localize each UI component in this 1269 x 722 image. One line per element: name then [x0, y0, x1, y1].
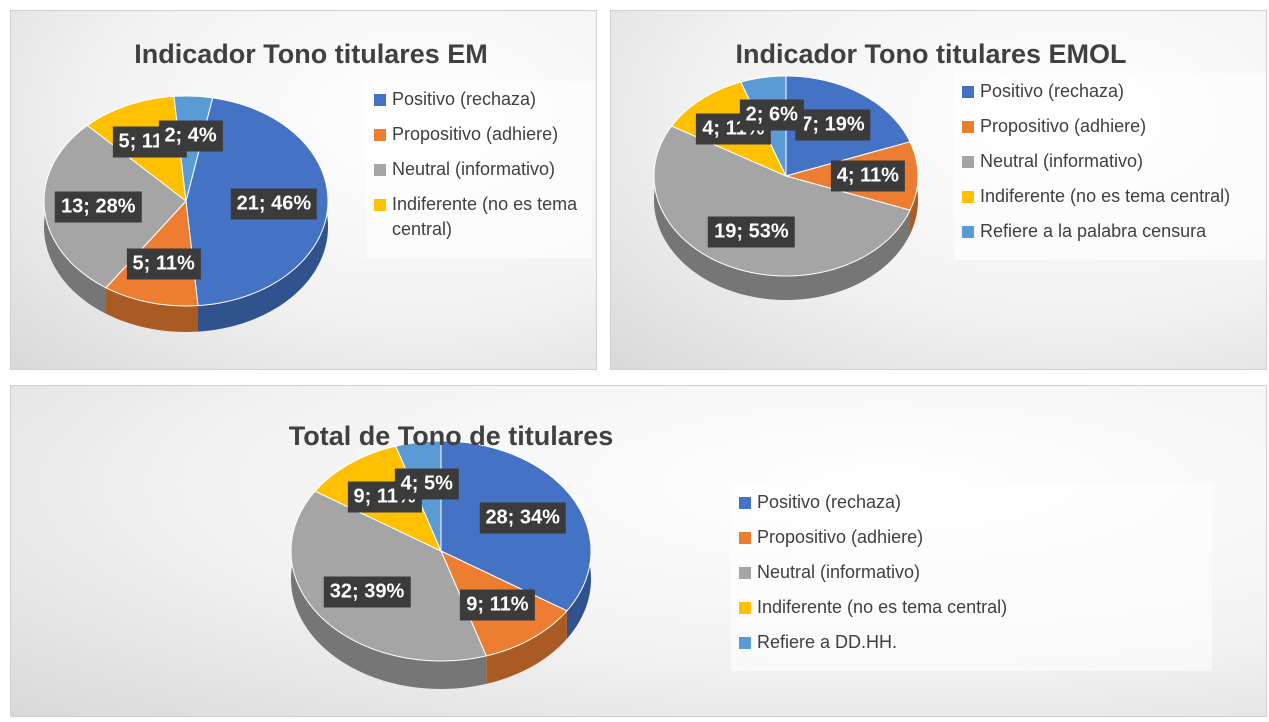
data-label: 4; 5% — [394, 468, 459, 500]
legend-item: Neutral (informativo) — [374, 157, 584, 182]
legend-swatch — [374, 199, 386, 211]
legend-item: Neutral (informativo) — [962, 149, 1266, 174]
data-label: 19; 53% — [708, 216, 795, 248]
slice-side — [291, 491, 487, 689]
legend: Positivo (rechaza) Propositivo (adhiere) N… — [731, 484, 1212, 671]
legend-item: Positivo (rechaza) — [962, 79, 1266, 104]
legend-item: Propositivo (adhiere) — [962, 114, 1266, 139]
chart-title: Indicador Tono titulares EMOL — [735, 39, 1127, 69]
legend-label: Positivo (rechaza) — [980, 81, 1125, 101]
legend-item: Propositivo (adhiere) — [739, 525, 1204, 550]
legend-swatch — [739, 602, 751, 614]
legend-item: Positivo (rechaza) — [739, 490, 1204, 515]
legend-swatch — [374, 164, 386, 176]
data-label: 2; 6% — [739, 99, 804, 131]
slice-side — [106, 287, 199, 332]
legend-swatch — [962, 121, 974, 133]
legend-label: Indiferente (no es tema central) — [980, 186, 1231, 206]
legend-label: Propositivo (adhiere) — [980, 116, 1147, 136]
slice — [290, 490, 487, 662]
legend-swatch — [739, 497, 751, 509]
legend-label: Positivo (rechaza) — [392, 89, 537, 109]
data-label: 13; 28% — [55, 191, 142, 222]
legend-item: Positivo (rechaza) — [374, 87, 584, 112]
legend-label: Propositivo (adhiere) — [392, 124, 559, 144]
legend-label: Refiere a la palabra censura — [980, 221, 1207, 241]
chart-title: Total de Tono de titulares — [288, 421, 614, 451]
legend-swatch — [374, 94, 386, 106]
legend-swatch — [739, 532, 751, 544]
chart-title: Indicador Tono titulares EM — [134, 39, 488, 69]
legend-swatch — [739, 567, 751, 579]
data-label: 7; 19% — [795, 109, 871, 141]
legend-label: Propositivo (adhiere) — [757, 527, 924, 547]
legend-label: Positivo (rechaza) — [757, 492, 902, 512]
legend-item: Refiere a la palabra censura — [962, 219, 1266, 244]
data-label: 32; 39% — [323, 576, 411, 608]
legend: Positivo (rechaza) Propositivo (adhiere) N… — [954, 73, 1266, 260]
legend-swatch — [374, 129, 386, 141]
data-label: 28; 34% — [479, 502, 566, 534]
legend-swatch — [962, 156, 974, 168]
legend-item: Indiferente (no es tema central) — [739, 595, 1204, 620]
legend-item: Indiferente (no es tema central) — [962, 184, 1266, 209]
legend-label: Indiferente (no es tema central) — [392, 194, 578, 239]
legend-label: Neutral (informativo) — [392, 159, 556, 179]
chart-panel: Indicador Tono titulares EM 21; 46% 5; 11%… — [10, 10, 597, 370]
chart-panel: Total de Tono de titulares 28; 34% 9; 11% 3… — [10, 385, 1267, 717]
legend-item: Propositivo (adhiere) — [374, 122, 584, 147]
legend-swatch — [962, 226, 974, 238]
legend-swatch — [962, 86, 974, 98]
legend-label: Refiere a DD.HH. — [757, 632, 898, 652]
legend-label: Indiferente (no es tema central) — [757, 597, 1008, 617]
legend-swatch — [962, 191, 974, 203]
legend: Positivo (rechaza) Propositivo (adhiere) N… — [366, 81, 592, 258]
chart-panel: Indicador Tono titulares EMOL 7; 19% 4; 11… — [610, 10, 1267, 370]
legend-label: Neutral (informativo) — [980, 151, 1144, 171]
legend-item: Refiere a DD.HH. — [739, 630, 1204, 655]
legend-swatch — [739, 637, 751, 649]
data-label: 9; 11% — [460, 589, 535, 621]
legend-label: Neutral (informativo) — [757, 562, 921, 582]
data-label: 5; 11% — [126, 248, 201, 280]
legend-item: Indiferente (no es tema central) — [374, 192, 584, 242]
legend-item: Neutral (informativo) — [739, 560, 1204, 585]
data-label: 2; 4% — [158, 120, 223, 152]
data-label: 21; 46% — [230, 188, 318, 220]
data-label: 4; 11% — [830, 160, 905, 192]
